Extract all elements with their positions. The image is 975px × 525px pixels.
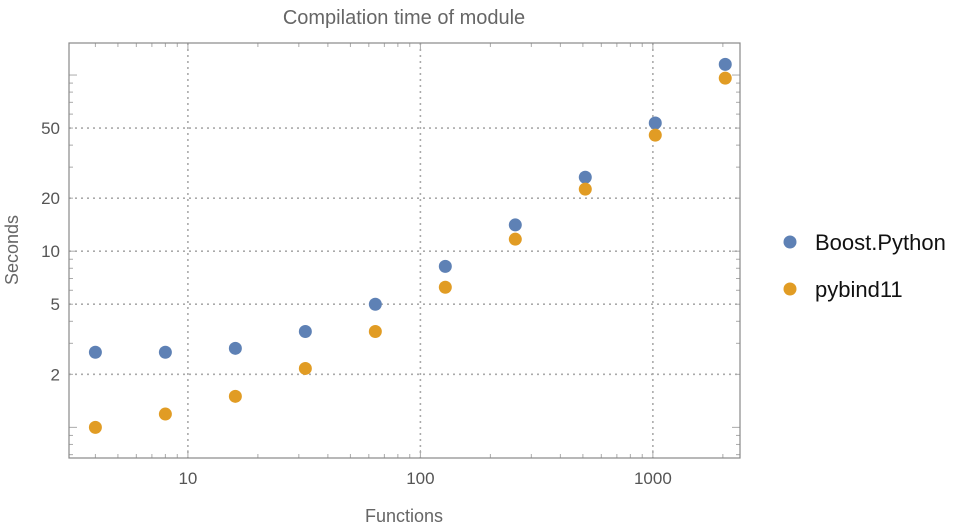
data-point-boost-python <box>508 218 522 232</box>
data-point-pybind11 <box>438 280 452 294</box>
legend-label: pybind11 <box>815 277 903 302</box>
legend-marker <box>783 282 797 296</box>
data-point-boost-python <box>228 341 242 355</box>
y-tick-label: 5 <box>51 295 60 314</box>
data-point-pybind11 <box>368 325 382 339</box>
data-point-boost-python <box>158 345 172 359</box>
data-point-boost-python <box>368 297 382 311</box>
data-point-boost-python <box>298 325 312 339</box>
x-tick-label: 1000 <box>634 469 672 488</box>
x-tick-label: 100 <box>406 469 434 488</box>
data-point-pybind11 <box>718 71 732 85</box>
data-point-pybind11 <box>648 128 662 142</box>
data-point-pybind11 <box>88 420 102 434</box>
data-point-boost-python <box>88 345 102 359</box>
x-axis-label: Functions <box>365 506 443 525</box>
y-tick-label: 20 <box>41 189 60 208</box>
legend-marker <box>783 235 797 249</box>
plot-frame <box>68 42 741 459</box>
data-point-pybind11 <box>508 232 522 246</box>
y-tick-label: 50 <box>41 119 60 138</box>
x-tick-label: 10 <box>178 469 197 488</box>
data-point-pybind11 <box>158 407 172 421</box>
y-axis-label: Seconds <box>2 215 22 285</box>
data-point-boost-python <box>578 170 592 184</box>
data-point-pybind11 <box>578 182 592 196</box>
y-tick-label: 2 <box>51 365 60 384</box>
legend-label: Boost.Python <box>815 230 946 255</box>
data-point-boost-python <box>648 116 662 130</box>
data-point-pybind11 <box>228 389 242 403</box>
chart-title: Compilation time of module <box>283 7 525 29</box>
y-tick-label: 10 <box>41 242 60 261</box>
data-point-pybind11 <box>298 361 312 375</box>
data-point-boost-python <box>438 259 452 273</box>
data-point-boost-python <box>718 57 732 71</box>
